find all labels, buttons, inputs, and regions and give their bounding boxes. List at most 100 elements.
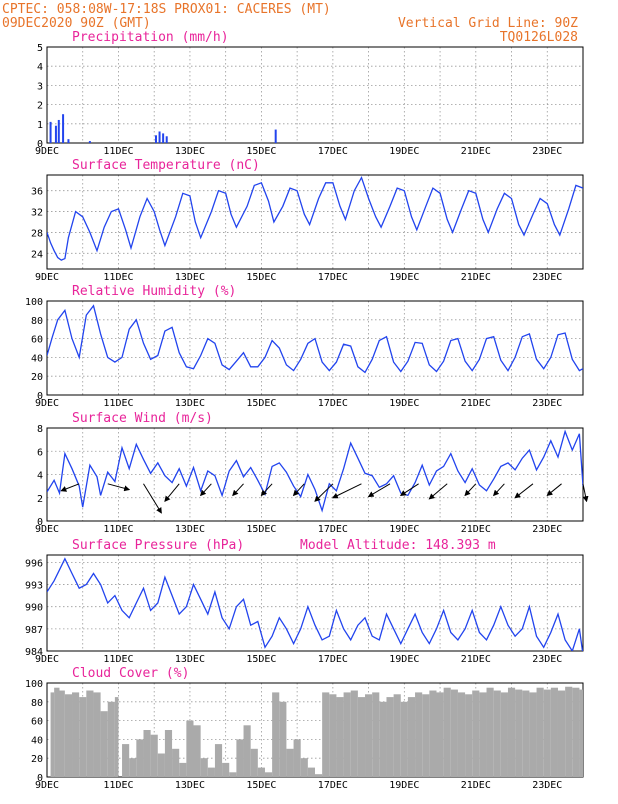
ytick-label: 4 <box>37 471 43 482</box>
series-group <box>47 175 583 261</box>
ytick-label: 60 <box>31 335 43 346</box>
cloud-bar <box>507 687 516 777</box>
cloud-bar <box>286 748 294 777</box>
precip-bar <box>162 133 165 143</box>
wind-arrow <box>399 483 419 496</box>
ytick-label: 40 <box>31 353 43 364</box>
cloud-bar <box>54 687 60 777</box>
wind-line <box>47 429 583 513</box>
cloud-bar <box>536 687 544 777</box>
precip-bar <box>54 125 57 143</box>
xtick-label: 9DEC <box>35 398 59 409</box>
wind-arrow <box>464 483 477 497</box>
xtick-label: 23DEC <box>532 146 562 157</box>
cloud-bar <box>164 730 173 777</box>
cloud-bar <box>465 694 473 777</box>
panel-title: Surface Pressure (hPa) <box>72 538 244 553</box>
ytick-label: 1 <box>37 120 43 131</box>
ytick-label: 0 <box>37 391 43 402</box>
ytick-label: 36 <box>31 187 43 198</box>
xtick-label: 17DEC <box>318 146 348 157</box>
cloud-bar <box>515 689 523 777</box>
cloud-bar <box>365 694 373 777</box>
xtick-label: 11DEC <box>103 524 133 535</box>
panel-title: Surface Wind (m/s) <box>72 411 213 426</box>
cloud-bar <box>529 692 537 777</box>
cloud-bar <box>136 739 144 777</box>
xtick-label: 9DEC <box>35 780 59 791</box>
xtick-label: 11DEC <box>103 272 133 283</box>
cloud-bar <box>214 744 223 777</box>
panel-title: Cloud Cover (%) <box>72 666 189 681</box>
precip-bar <box>57 119 60 143</box>
series-group <box>47 429 583 513</box>
precip-bar <box>62 114 65 143</box>
precip-bar <box>274 129 277 143</box>
xtick-label: 9DEC <box>35 146 59 157</box>
cloud-bar <box>350 690 358 777</box>
ytick-label: 8 <box>37 424 43 435</box>
ytick-label: 5 <box>37 43 43 54</box>
wind-arrow <box>143 483 162 514</box>
cloud-bar <box>86 690 94 777</box>
cloud-bar <box>129 758 137 777</box>
cloud-bar <box>272 692 280 777</box>
cloud-bar <box>143 730 151 777</box>
xtick-label: 13DEC <box>175 272 205 283</box>
cloud-bar <box>236 739 244 777</box>
ytick-label: 0 <box>37 517 43 528</box>
panel-frame <box>46 174 584 270</box>
xtick-label: 9DEC <box>35 654 59 665</box>
xtick-label: 17DEC <box>318 398 348 409</box>
ytick-label: 987 <box>25 625 43 636</box>
xtick-label: 21DEC <box>461 146 491 157</box>
ytick-label: 984 <box>25 647 43 658</box>
wind-arrow <box>232 483 244 497</box>
series-group <box>49 114 277 143</box>
xtick-label: 17DEC <box>318 654 348 665</box>
wind-arrow <box>60 483 80 492</box>
wind-arrow <box>428 483 448 500</box>
cloud-bar <box>279 701 287 777</box>
cloud-bar <box>329 694 337 777</box>
xtick-label: 11DEC <box>103 654 133 665</box>
cloud-bar <box>186 720 194 777</box>
ytick-label: 993 <box>25 581 43 592</box>
cloud-bar <box>565 686 573 777</box>
xtick-label: 15DEC <box>246 780 276 791</box>
panel-wind: 0 2 4 6 8 9DEC 11DEC 13DEC 15DEC 17DEC 19DEC 21DEC 2… <box>35 411 584 535</box>
cloud-bar <box>93 692 101 777</box>
precip-bar <box>49 121 52 143</box>
header-line2: 09DEC2020 90Z (GMT) <box>2 16 151 31</box>
xtick-label: 19DEC <box>389 272 419 283</box>
cloud-bar <box>343 692 351 777</box>
cloud-bar <box>122 744 130 777</box>
precip-bar <box>165 136 168 143</box>
ytick-label: 28 <box>31 228 43 239</box>
cloud-bar <box>322 692 330 777</box>
cloud-bar <box>393 694 401 777</box>
ytick-label: 4 <box>37 62 43 73</box>
cloud-bar <box>579 689 583 777</box>
cloud-bar <box>457 692 466 777</box>
precip-bar <box>154 135 157 143</box>
cloud-bar <box>157 753 165 777</box>
ytick-label: 100 <box>25 679 43 690</box>
precip-bar <box>158 131 161 143</box>
ytick-label: 2 <box>37 101 43 112</box>
ytick-label: 100 <box>25 297 43 308</box>
series-group <box>50 686 583 777</box>
wind-arrow <box>292 483 305 497</box>
cloud-bar <box>264 772 273 777</box>
cloud-bar <box>407 697 416 777</box>
wind-arrow <box>314 483 334 502</box>
panel-frame <box>46 300 584 396</box>
cloud-bar <box>300 758 308 777</box>
header-grid-note: Vertical Grid Line: 90Z <box>398 16 578 31</box>
xtick-label: 23DEC <box>532 654 562 665</box>
cloud-bar <box>257 767 265 777</box>
ytick-label: 80 <box>31 698 43 709</box>
precip-bar <box>88 141 91 143</box>
ytick-label: 20 <box>31 754 43 765</box>
wind-arrow <box>107 483 131 492</box>
